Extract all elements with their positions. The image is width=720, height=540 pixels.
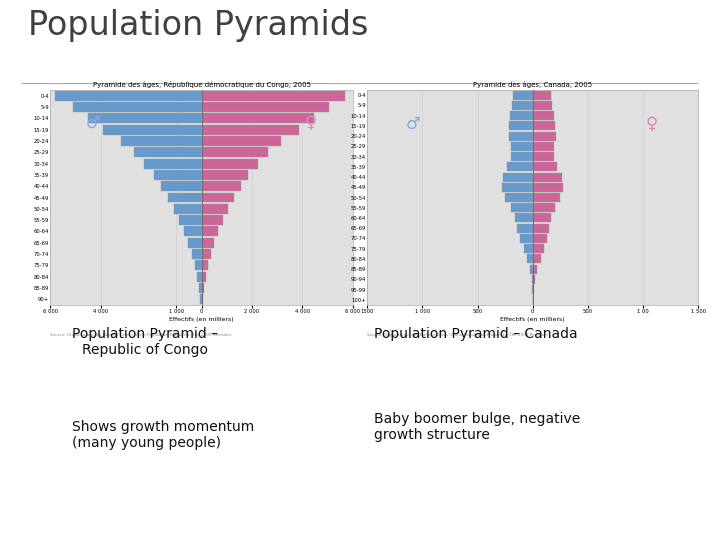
Bar [533, 91, 552, 99]
Bar [518, 224, 533, 233]
Bar [202, 226, 218, 237]
Bar [510, 142, 533, 151]
Bar [202, 136, 281, 146]
Bar [202, 215, 223, 225]
Bar [202, 159, 258, 168]
Text: Source: Organisation des Nations Unies (World Population Prospects: The 2004 Rev: Source: Organisation des Nations Unies (… [367, 333, 549, 337]
Bar [533, 152, 554, 161]
Bar [533, 142, 554, 151]
Bar [533, 275, 535, 284]
Bar [531, 275, 533, 284]
Bar [192, 249, 202, 259]
Bar [527, 254, 533, 264]
Bar [533, 122, 555, 130]
Bar [533, 193, 560, 202]
Bar [530, 265, 533, 274]
Bar [202, 283, 204, 293]
Bar [199, 283, 202, 293]
Bar [533, 111, 554, 120]
Bar [533, 203, 554, 212]
Text: Population Pyramids: Population Pyramids [28, 9, 369, 42]
Bar [515, 213, 533, 222]
Text: ♀: ♀ [646, 114, 658, 133]
Bar [121, 136, 202, 146]
Title: Pyramide des âges, Canada, 2005: Pyramide des âges, Canada, 2005 [473, 82, 593, 88]
Bar [533, 172, 562, 181]
Bar [55, 91, 202, 100]
Bar [202, 193, 235, 202]
Bar [202, 260, 208, 271]
Title: Pyramide des âges, République démocratique du Congo, 2005: Pyramide des âges, République démocratiq… [93, 81, 310, 88]
Bar [104, 125, 202, 134]
Bar [202, 147, 269, 157]
Bar [197, 272, 202, 282]
Text: Baby boomer bulge, negative
growth structure: Baby boomer bulge, negative growth struc… [374, 413, 580, 442]
X-axis label: Effectifs (en milliers): Effectifs (en milliers) [500, 317, 565, 322]
Bar [202, 204, 228, 214]
Bar [168, 193, 202, 202]
Bar [161, 181, 202, 191]
Bar [134, 147, 202, 157]
Text: Population Pyramid –
Republic of Congo: Population Pyramid – Republic of Congo [72, 327, 218, 357]
Bar [73, 102, 202, 112]
Bar [174, 204, 202, 214]
Bar [505, 193, 533, 202]
Bar [510, 203, 533, 212]
Bar [513, 101, 533, 110]
Bar [503, 172, 533, 181]
Bar [184, 226, 202, 237]
Bar [200, 294, 202, 305]
Bar [154, 170, 202, 180]
Bar [520, 234, 533, 243]
Text: ♀: ♀ [305, 114, 317, 132]
Bar [202, 125, 299, 134]
Text: Population Pyramid – Canada: Population Pyramid – Canada [374, 327, 578, 341]
Bar [533, 132, 556, 140]
Bar [143, 159, 202, 168]
Bar [533, 101, 552, 110]
Text: ♂: ♂ [85, 114, 100, 132]
Bar [533, 265, 537, 274]
Bar [202, 181, 240, 191]
Bar [202, 272, 206, 282]
Bar [188, 238, 202, 248]
Bar [508, 163, 533, 171]
Bar [533, 163, 557, 171]
Bar [509, 132, 533, 140]
Bar [533, 183, 563, 192]
Text: ♂: ♂ [406, 114, 421, 133]
Bar [510, 152, 533, 161]
Bar [509, 122, 533, 130]
Bar [202, 113, 314, 123]
Bar [533, 244, 544, 253]
Bar [202, 102, 329, 112]
Text: Source: Organisation des Nations Unies (World Population Prospects: The 2005 Rev: Source: Organisation des Nations Unies (… [50, 333, 232, 337]
Bar [202, 294, 203, 305]
Bar [179, 215, 202, 225]
Bar [202, 91, 346, 100]
Bar [502, 183, 533, 192]
Bar [533, 213, 551, 222]
Text: Shows growth momentum
(many young people): Shows growth momentum (many young people… [72, 420, 254, 450]
Bar [510, 111, 533, 120]
Bar [533, 224, 549, 233]
Bar [533, 285, 534, 294]
Bar [202, 249, 211, 259]
Bar [202, 170, 248, 180]
Bar [533, 254, 541, 264]
Bar [524, 244, 533, 253]
Bar [533, 234, 546, 243]
Bar [89, 113, 202, 123]
Bar [202, 238, 215, 248]
Bar [513, 91, 533, 99]
Bar [194, 260, 202, 271]
X-axis label: Effectifs (en milliers): Effectifs (en milliers) [169, 317, 234, 322]
